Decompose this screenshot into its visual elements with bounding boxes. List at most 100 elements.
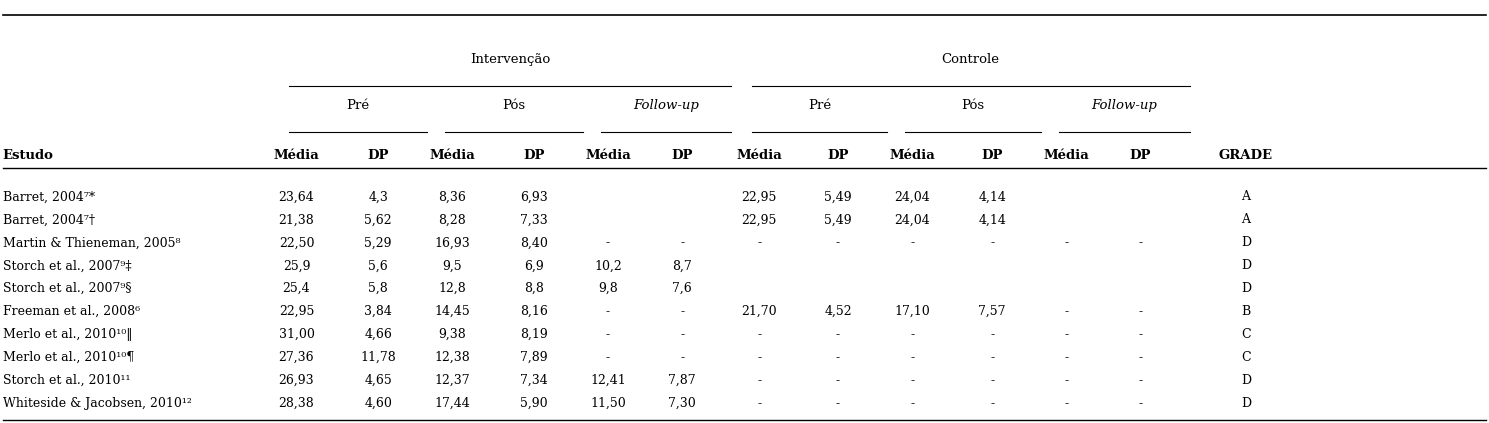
Text: 10,2: 10,2 (594, 259, 622, 272)
Text: Freeman et al., 2008⁶: Freeman et al., 2008⁶ (3, 305, 140, 318)
Text: 6,93: 6,93 (520, 190, 548, 203)
Text: Pré: Pré (809, 99, 831, 112)
Text: 9,5: 9,5 (442, 259, 462, 272)
Text: Pós: Pós (962, 99, 984, 112)
Text: -: - (1065, 305, 1069, 318)
Text: -: - (1065, 351, 1069, 364)
Text: 12,8: 12,8 (438, 282, 466, 295)
Text: Storch et al., 2007⁹‡: Storch et al., 2007⁹‡ (3, 259, 131, 272)
Text: DP: DP (523, 148, 545, 162)
Text: -: - (990, 397, 995, 410)
Text: Controle: Controle (941, 52, 999, 66)
Text: -: - (910, 397, 914, 410)
Text: 28,38: 28,38 (278, 397, 314, 410)
Text: -: - (910, 328, 914, 341)
Text: -: - (758, 351, 761, 364)
Text: 5,8: 5,8 (368, 282, 389, 295)
Text: Follow-up: Follow-up (1091, 99, 1157, 112)
Text: -: - (1065, 236, 1069, 249)
Text: 5,29: 5,29 (365, 236, 392, 249)
Text: 8,40: 8,40 (520, 236, 548, 249)
Text: -: - (835, 397, 840, 410)
Text: -: - (1065, 374, 1069, 387)
Text: Pós: Pós (502, 99, 526, 112)
Text: 8,19: 8,19 (520, 328, 548, 341)
Text: 25,9: 25,9 (283, 259, 310, 272)
Text: 7,89: 7,89 (520, 351, 548, 364)
Text: Média: Média (585, 148, 631, 162)
Text: 7,6: 7,6 (673, 282, 692, 295)
Text: 8,36: 8,36 (438, 190, 466, 203)
Text: -: - (680, 351, 685, 364)
Text: -: - (990, 328, 995, 341)
Text: 22,95: 22,95 (742, 190, 777, 203)
Text: 12,37: 12,37 (435, 374, 471, 387)
Text: -: - (758, 374, 761, 387)
Text: 8,16: 8,16 (520, 305, 548, 318)
Text: DP: DP (828, 148, 849, 162)
Text: 4,66: 4,66 (365, 328, 392, 341)
Text: 17,10: 17,10 (895, 305, 931, 318)
Text: Martin & Thieneman, 2005⁸: Martin & Thieneman, 2005⁸ (3, 236, 180, 249)
Text: 16,93: 16,93 (435, 236, 471, 249)
Text: -: - (758, 236, 761, 249)
Text: -: - (910, 236, 914, 249)
Text: Barret, 2004⁷†: Barret, 2004⁷† (3, 213, 95, 226)
Text: C: C (1242, 328, 1251, 341)
Text: D: D (1240, 397, 1251, 410)
Text: 21,70: 21,70 (742, 305, 777, 318)
Text: DP: DP (672, 148, 692, 162)
Text: 7,30: 7,30 (669, 397, 695, 410)
Text: -: - (758, 397, 761, 410)
Text: -: - (680, 328, 685, 341)
Text: DP: DP (368, 148, 389, 162)
Text: Média: Média (889, 148, 935, 162)
Text: Estudo: Estudo (3, 148, 54, 162)
Text: 8,28: 8,28 (438, 213, 466, 226)
Text: -: - (910, 374, 914, 387)
Text: 25,4: 25,4 (283, 282, 310, 295)
Text: Pré: Pré (347, 99, 369, 112)
Text: Merlo et al., 2010¹⁰‖: Merlo et al., 2010¹⁰‖ (3, 328, 133, 341)
Text: 11,50: 11,50 (590, 397, 625, 410)
Text: Storch et al., 2007⁹§: Storch et al., 2007⁹§ (3, 282, 131, 295)
Text: 5,49: 5,49 (823, 190, 852, 203)
Text: 8,8: 8,8 (524, 282, 543, 295)
Text: -: - (1139, 351, 1142, 364)
Text: 22,95: 22,95 (278, 305, 314, 318)
Text: 3,84: 3,84 (365, 305, 392, 318)
Text: Média: Média (737, 148, 782, 162)
Text: -: - (606, 236, 610, 249)
Text: 7,57: 7,57 (978, 305, 1007, 318)
Text: 22,95: 22,95 (742, 213, 777, 226)
Text: -: - (1065, 328, 1069, 341)
Text: Média: Média (429, 148, 475, 162)
Text: 6,9: 6,9 (524, 259, 543, 272)
Text: 5,62: 5,62 (365, 213, 392, 226)
Text: D: D (1240, 374, 1251, 387)
Text: 24,04: 24,04 (895, 213, 931, 226)
Text: GRADE: GRADE (1219, 148, 1273, 162)
Text: -: - (1139, 374, 1142, 387)
Text: Storch et al., 2010¹¹: Storch et al., 2010¹¹ (3, 374, 130, 387)
Text: Média: Média (274, 148, 319, 162)
Text: -: - (1139, 397, 1142, 410)
Text: Média: Média (1044, 148, 1090, 162)
Text: Follow-up: Follow-up (633, 99, 698, 112)
Text: Barret, 2004⁷*: Barret, 2004⁷* (3, 190, 95, 203)
Text: -: - (680, 305, 685, 318)
Text: -: - (835, 351, 840, 364)
Text: -: - (835, 236, 840, 249)
Text: -: - (990, 236, 995, 249)
Text: Whiteside & Jacobsen, 2010¹²: Whiteside & Jacobsen, 2010¹² (3, 397, 192, 410)
Text: -: - (990, 351, 995, 364)
Text: 7,33: 7,33 (520, 213, 548, 226)
Text: -: - (606, 328, 610, 341)
Text: -: - (910, 351, 914, 364)
Text: Intervenção: Intervenção (471, 52, 551, 66)
Text: 27,36: 27,36 (278, 351, 314, 364)
Text: B: B (1242, 305, 1251, 318)
Text: 4,14: 4,14 (978, 190, 1007, 203)
Text: -: - (680, 236, 685, 249)
Text: 4,52: 4,52 (823, 305, 852, 318)
